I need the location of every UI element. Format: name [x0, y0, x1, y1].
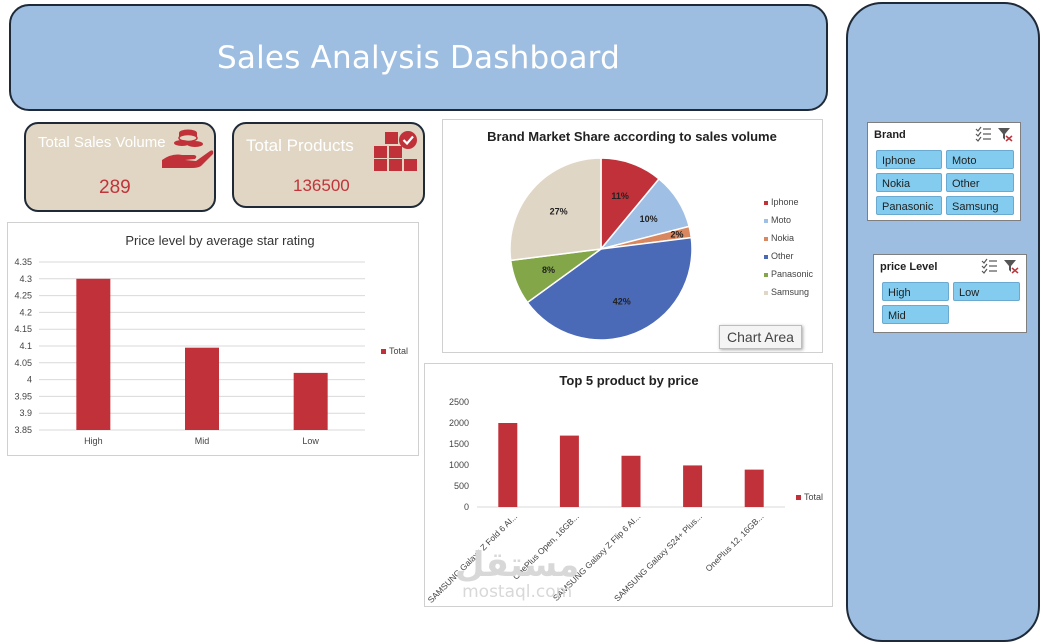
y-tick-label: 3.9: [19, 408, 32, 418]
share-chart-card[interactable]: Brand Market Share according to sales vo…: [442, 119, 823, 353]
x-tick-label: OnePlus 12, 16GB...: [703, 511, 765, 573]
legend-label: Samsung: [771, 287, 809, 297]
pie-data-label: 10%: [640, 214, 658, 224]
kpi-total-products: Total Products 136500: [232, 122, 425, 208]
price-option[interactable]: High: [882, 282, 949, 301]
pie-data-label: 8%: [542, 265, 555, 275]
legend-label: Total: [389, 346, 408, 356]
y-tick-label: 2000: [449, 418, 469, 428]
x-tick-label: Mid: [195, 436, 210, 446]
brand-option[interactable]: Moto: [946, 150, 1014, 169]
brand-option[interactable]: Samsung: [946, 196, 1014, 215]
legend-label: Iphone: [771, 197, 799, 207]
legend-label: Moto: [771, 215, 791, 225]
y-tick-label: 500: [454, 481, 469, 491]
y-tick-label: 1000: [449, 460, 469, 470]
top5-chart-card[interactable]: Top 5 product by price 0 500 1000 1500 2000 25…: [424, 363, 833, 607]
clear-filter-icon[interactable]: [1004, 260, 1019, 274]
bar: [559, 435, 579, 507]
legend-swatch: [764, 255, 768, 259]
chart-area-tooltip: Chart Area: [719, 325, 802, 349]
price-option[interactable]: Mid: [882, 305, 949, 324]
legend-swatch: [764, 219, 768, 223]
legend-label: Total: [804, 492, 823, 502]
y-tick-label: 4.2: [19, 307, 32, 317]
kpi-sales-value: 289: [99, 177, 131, 198]
bar: [185, 347, 219, 430]
pie-data-label: 11%: [611, 191, 629, 201]
chart-title: Top 5 product by price: [559, 373, 698, 388]
bar: [498, 423, 518, 507]
multi-select-icon[interactable]: [981, 258, 997, 274]
bar: [744, 469, 764, 507]
chart-title: Brand Market Share according to sales vo…: [487, 129, 777, 144]
coins-hand-icon: [162, 129, 214, 168]
y-tick-label: 4.1: [19, 341, 32, 351]
top5-chart: Top 5 product by price 0 500 1000 1500 2000 25…: [426, 373, 823, 605]
legend-swatch: [764, 291, 768, 295]
legend-swatch: [381, 349, 386, 354]
legend-label: Nokia: [771, 233, 794, 243]
kpi-total-sales: Total Sales Volume 289: [24, 122, 216, 212]
watermark-arabic: مستقل: [455, 545, 580, 585]
y-tick-label: 4.25: [14, 291, 32, 301]
kpi-sales-title: Total Sales Volume: [38, 134, 166, 151]
x-tick-label: High: [84, 436, 103, 446]
brand-slicer: Brand Iphone Moto Nokia Other Panasonic …: [867, 122, 1021, 221]
brand-option[interactable]: Other: [946, 173, 1014, 192]
y-tick-label: 1500: [449, 439, 469, 449]
y-tick-label: 3.85: [14, 425, 32, 435]
y-tick-label: 4.3: [19, 274, 32, 284]
brand-option[interactable]: Iphone: [876, 150, 942, 169]
rating-chart: Price level by average star rating 3.85 3.…: [14, 233, 408, 446]
kpi-products-title: Total Products: [246, 136, 354, 155]
legend-swatch: [764, 237, 768, 241]
legend-swatch: [764, 273, 768, 277]
y-tick-label: 4: [27, 375, 32, 385]
x-tick-label: Low: [302, 436, 319, 446]
brand-option[interactable]: Nokia: [876, 173, 942, 192]
bar: [621, 455, 641, 507]
boxes-check-icon: [374, 131, 417, 171]
price-option[interactable]: Low: [953, 282, 1020, 301]
legend-swatch: [764, 201, 768, 205]
legend-label: Panasonic: [771, 269, 814, 279]
rating-chart-card[interactable]: Price level by average star rating 3.85 3.…: [7, 222, 419, 456]
page-title: Sales Analysis Dashboard: [217, 39, 620, 76]
bar: [76, 278, 111, 430]
bar: [293, 372, 328, 430]
y-tick-label: 4.35: [14, 257, 32, 267]
brand-option[interactable]: Panasonic: [876, 196, 942, 215]
pie-data-label: 42%: [613, 296, 631, 306]
pie-data-label: 2%: [670, 230, 683, 240]
pie-slice: [526, 236, 693, 341]
bar: [683, 465, 703, 507]
legend-label: Other: [771, 251, 794, 261]
price-level-slicer: price Level High Low Mid: [873, 254, 1027, 333]
clear-filter-icon[interactable]: [998, 128, 1013, 142]
y-tick-label: 0: [464, 502, 469, 512]
y-tick-label: 4.05: [14, 358, 32, 368]
kpi-products-value: 136500: [293, 176, 350, 195]
price-slicer-title: price Level: [880, 261, 938, 273]
share-chart: Brand Market Share according to sales vo…: [487, 129, 814, 341]
watermark-latin: mostaql.com: [462, 582, 573, 602]
y-tick-label: 4.15: [14, 324, 32, 334]
multi-select-icon[interactable]: [975, 126, 991, 142]
slicer-icons: [974, 126, 1014, 147]
pie-slice: [509, 157, 602, 262]
y-tick-label: 2500: [449, 397, 469, 407]
slicer-icons: [980, 258, 1020, 279]
y-tick-label: 3.95: [14, 391, 32, 401]
brand-slicer-title: Brand: [874, 129, 906, 141]
chart-title: Price level by average star rating: [125, 233, 314, 248]
pie-data-label: 27%: [550, 207, 568, 217]
dashboard-header: Sales Analysis Dashboard: [9, 4, 828, 111]
legend-swatch: [796, 495, 801, 500]
watermark: مستقل mostaql.com: [455, 548, 579, 601]
